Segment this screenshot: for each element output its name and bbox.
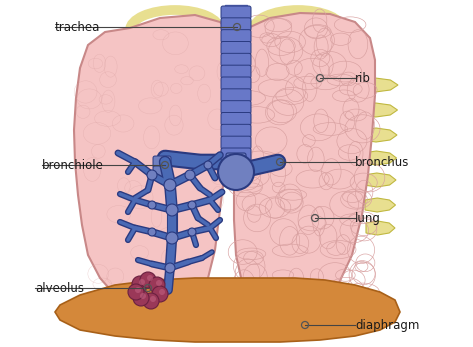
Circle shape — [204, 161, 212, 169]
Text: rib: rib — [355, 71, 371, 85]
Circle shape — [140, 272, 156, 288]
FancyBboxPatch shape — [153, 156, 171, 168]
Circle shape — [150, 296, 156, 302]
Polygon shape — [234, 13, 375, 310]
Text: lung: lung — [355, 212, 381, 225]
FancyBboxPatch shape — [221, 77, 251, 90]
Circle shape — [140, 293, 146, 299]
Polygon shape — [363, 151, 396, 165]
Text: bronchus: bronchus — [355, 155, 409, 169]
FancyBboxPatch shape — [153, 166, 171, 178]
Circle shape — [188, 228, 196, 236]
FancyBboxPatch shape — [221, 148, 251, 161]
Circle shape — [159, 289, 165, 295]
FancyBboxPatch shape — [221, 124, 251, 137]
Circle shape — [148, 201, 156, 209]
FancyBboxPatch shape — [221, 53, 251, 66]
FancyBboxPatch shape — [226, 153, 246, 165]
Text: alveolus: alveolus — [35, 281, 84, 295]
Circle shape — [139, 279, 145, 285]
Polygon shape — [74, 15, 238, 308]
Circle shape — [152, 286, 168, 302]
Circle shape — [164, 179, 176, 191]
FancyBboxPatch shape — [226, 163, 246, 175]
Polygon shape — [361, 103, 397, 117]
Text: trachea: trachea — [55, 20, 100, 34]
Circle shape — [147, 275, 153, 281]
FancyBboxPatch shape — [226, 173, 246, 185]
Circle shape — [188, 201, 196, 209]
Circle shape — [147, 170, 157, 180]
Polygon shape — [365, 198, 395, 212]
Circle shape — [148, 228, 156, 236]
Text: bronchiole: bronchiole — [42, 159, 104, 171]
Circle shape — [149, 277, 165, 293]
Circle shape — [218, 154, 254, 190]
FancyBboxPatch shape — [221, 89, 251, 102]
Text: diaphragm: diaphragm — [355, 319, 420, 331]
Circle shape — [143, 293, 159, 309]
Circle shape — [135, 287, 141, 293]
FancyBboxPatch shape — [221, 18, 251, 31]
Circle shape — [165, 263, 175, 273]
FancyBboxPatch shape — [221, 65, 251, 78]
FancyBboxPatch shape — [221, 136, 251, 149]
Polygon shape — [360, 78, 398, 92]
Circle shape — [185, 170, 195, 180]
FancyBboxPatch shape — [221, 6, 251, 19]
Polygon shape — [364, 173, 396, 187]
Circle shape — [156, 280, 162, 286]
Circle shape — [132, 276, 148, 292]
FancyBboxPatch shape — [221, 112, 251, 126]
Circle shape — [166, 204, 178, 216]
Polygon shape — [55, 278, 400, 342]
Polygon shape — [366, 221, 395, 235]
Circle shape — [166, 232, 178, 244]
FancyBboxPatch shape — [221, 42, 251, 54]
Circle shape — [128, 284, 144, 300]
FancyBboxPatch shape — [221, 29, 251, 43]
Polygon shape — [362, 128, 397, 142]
Circle shape — [133, 290, 149, 306]
FancyBboxPatch shape — [221, 101, 251, 114]
